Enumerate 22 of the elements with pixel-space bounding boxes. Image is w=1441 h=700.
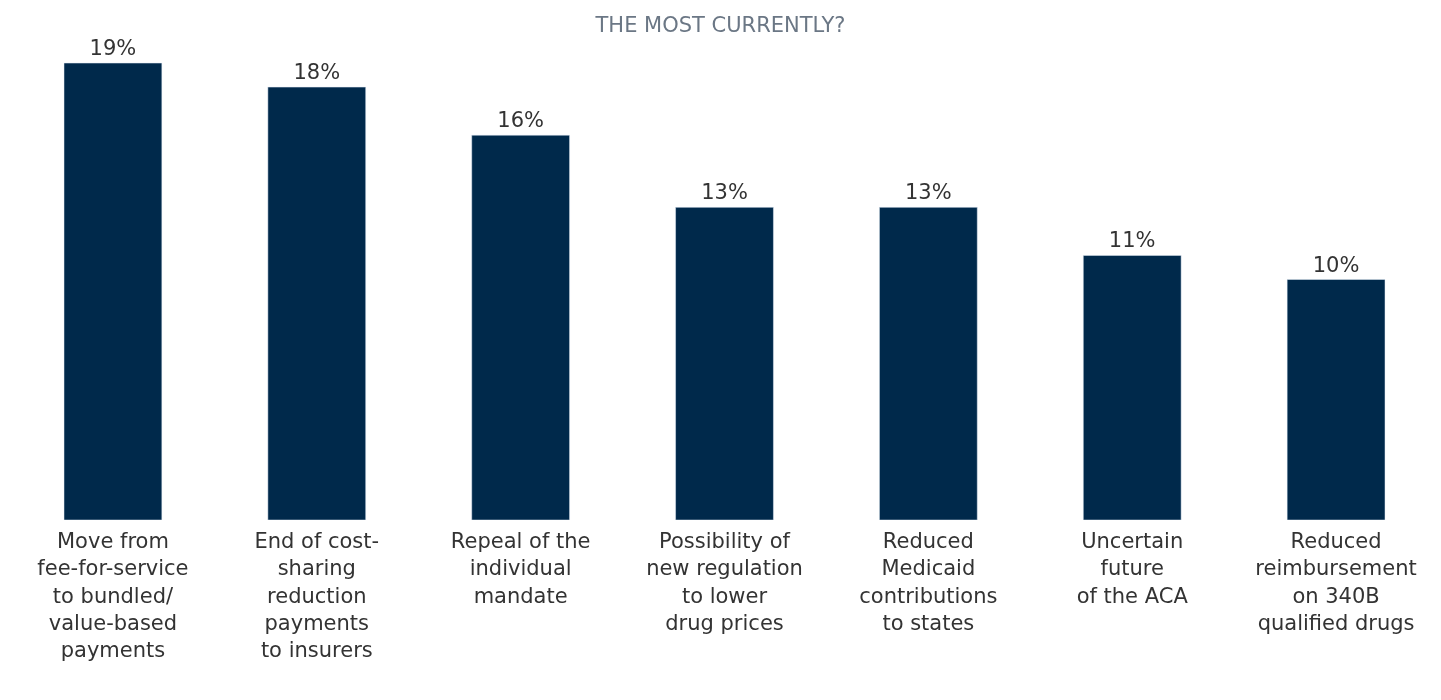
- data-label: 16%: [497, 108, 544, 133]
- x-tick-label: Repeal of the individual mandate: [450, 529, 591, 608]
- bar: [1286, 279, 1386, 520]
- x-tick-label: Reduced reimbursement on 340B qualified drugs: [1255, 529, 1417, 635]
- data-label: 10%: [1312, 252, 1360, 277]
- data-label: 13%: [905, 180, 952, 205]
- data-label: 11%: [1108, 228, 1156, 253]
- x-tick-label: Uncertain future of the ACA: [1076, 529, 1189, 608]
- data-label: 18%: [293, 60, 341, 85]
- x-tick-label: Possibility of new regulation to lower drug prices: [646, 529, 803, 635]
- bar: [675, 207, 774, 520]
- bar: [63, 62, 163, 520]
- bar: [1083, 255, 1182, 520]
- data-label: 13%: [701, 180, 748, 205]
- bar: [471, 134, 570, 520]
- data-label: 19%: [89, 36, 137, 61]
- chart-title: THE MOST CURRENTLY?: [594, 12, 846, 37]
- bar: [267, 86, 366, 520]
- bar: [879, 207, 978, 520]
- x-tick-label: Reduced Medicaid contributions to states: [859, 529, 998, 635]
- x-tick-label: End of cost- sharing reduction payments to insurers: [254, 529, 380, 663]
- x-tick-label: Move from fee-for-service to bundled/ value-based payments: [37, 529, 189, 663]
